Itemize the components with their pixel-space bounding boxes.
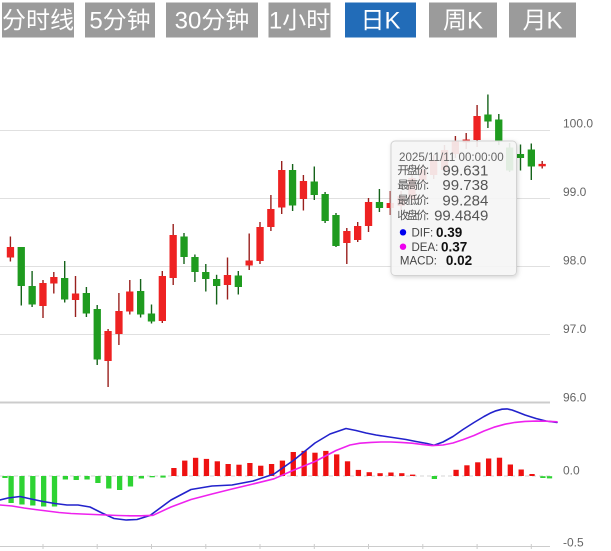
svg-text:99.0: 99.0 bbox=[563, 185, 587, 199]
svg-text:MACD:: MACD: bbox=[400, 256, 437, 268]
svg-text:99.738: 99.738 bbox=[442, 177, 488, 194]
svg-text:30: 30 bbox=[175, 7, 202, 34]
svg-text::: : bbox=[426, 193, 429, 207]
svg-text:0.02: 0.02 bbox=[446, 253, 472, 268]
svg-text:-0.5: -0.5 bbox=[563, 535, 584, 549]
svg-text:99.4849: 99.4849 bbox=[434, 208, 488, 225]
svg-text:96.0: 96.0 bbox=[563, 390, 587, 404]
svg-text:99.631: 99.631 bbox=[442, 162, 488, 179]
svg-text:0.0: 0.0 bbox=[563, 463, 580, 477]
svg-text:5: 5 bbox=[89, 7, 102, 34]
svg-text:DEA:: DEA: bbox=[412, 242, 439, 254]
svg-text:99.284: 99.284 bbox=[442, 192, 488, 209]
svg-text:1: 1 bbox=[269, 7, 282, 34]
svg-text:DIF:: DIF: bbox=[412, 228, 434, 240]
svg-text::: : bbox=[426, 178, 429, 192]
svg-text::: : bbox=[426, 163, 429, 177]
svg-text:100.0: 100.0 bbox=[563, 116, 593, 130]
svg-text:K: K bbox=[385, 7, 401, 34]
svg-text:98.0: 98.0 bbox=[563, 253, 587, 267]
svg-text:K: K bbox=[547, 7, 563, 34]
svg-text::: : bbox=[426, 208, 429, 222]
svg-text:97.0: 97.0 bbox=[563, 322, 587, 336]
svg-text:2025/11/11 00:00:00: 2025/11/11 00:00:00 bbox=[399, 151, 504, 164]
svg-text:0.37: 0.37 bbox=[441, 240, 467, 255]
svg-text:K: K bbox=[467, 7, 483, 34]
svg-text:0.39: 0.39 bbox=[436, 225, 462, 240]
